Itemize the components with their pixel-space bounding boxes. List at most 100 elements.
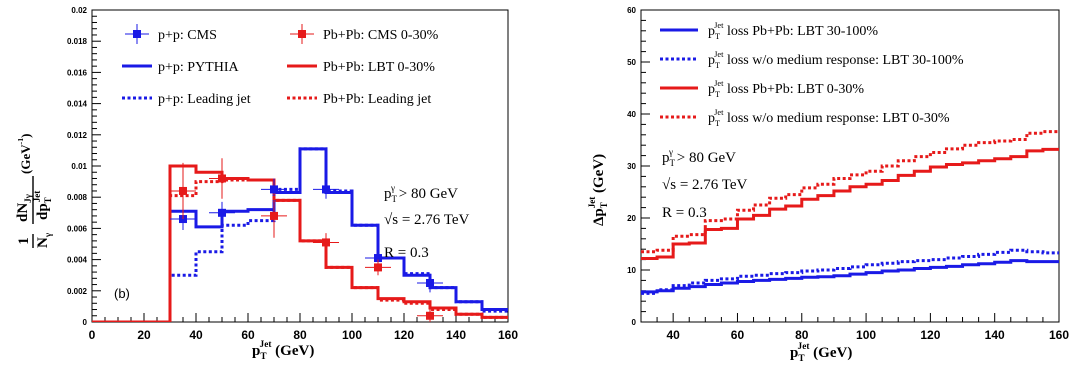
text-span: dN: [15, 203, 31, 222]
x-tick-label: 80: [795, 328, 809, 342]
y-label-num2: dNJγ: [15, 193, 33, 222]
text-span: Jet: [714, 50, 724, 59]
y-tick-label: 0.008: [67, 193, 88, 202]
text-span: Jet: [714, 108, 724, 117]
y-tick-label: 0.004: [67, 256, 88, 265]
x-tick-label: 120: [394, 328, 414, 342]
data-point: [374, 263, 382, 272]
text-span: p: [790, 345, 798, 361]
x-tick-label: 60: [241, 328, 255, 342]
x-tick-label: 20: [137, 328, 151, 342]
text-span: T: [715, 119, 720, 128]
x-tick-label: 100: [342, 328, 362, 342]
series-line: [92, 147, 508, 322]
x-axis-label: pT Jet (GeV): [252, 340, 314, 362]
data-point: [179, 186, 187, 195]
text-span: N: [35, 237, 51, 248]
x-tick-label: 160: [498, 328, 518, 342]
text-span: loss Pb+Pb: LBT 30-100%: [723, 24, 878, 39]
text-span: loss w/o medium response: LBT 30-100%: [723, 53, 963, 68]
y-label-unit: (GeV-1): [16, 134, 33, 174]
y-tick-label: 0.016: [67, 68, 88, 77]
y-tick-label: 50: [627, 58, 636, 67]
y-tick-label: 30: [627, 162, 636, 171]
text-span: Jet: [587, 197, 597, 209]
annotation-cut: pTγ > 80 GeV: [662, 147, 736, 168]
text-span: Jγ: [23, 193, 33, 203]
data-point: [426, 311, 434, 320]
annotation-cut: pTγ > 80 GeV: [384, 183, 458, 204]
text-span: loss w/o medium response: LBT 0-30%: [723, 111, 949, 126]
legend-label: pT Jet loss w/o medium response: LBT 30-1…: [708, 50, 964, 70]
legend-label: pT Jet loss Pb+Pb: LBT 30-100%: [708, 21, 878, 41]
annotation-radius: R = 0.3: [662, 205, 707, 221]
data-point: [426, 279, 434, 287]
y-tick-label: 20: [627, 214, 636, 223]
text-span: (GeV): [271, 343, 314, 359]
text-span: γ: [668, 147, 673, 157]
text-span: p: [662, 150, 670, 166]
x-tick-label: 140: [985, 328, 1005, 342]
annotation-energy: √s = 2.76 TeV: [662, 177, 748, 193]
x-tick-label: 100: [856, 328, 876, 342]
y-tick-label: 40: [627, 110, 636, 119]
text-span: √: [662, 177, 671, 193]
x-tick-label: 0: [89, 328, 96, 342]
legend-label: Pb+Pb: Leading jet: [323, 92, 431, 107]
data-point: [322, 185, 330, 194]
y-tick-label: 0: [83, 318, 88, 327]
text-span: ): [18, 134, 33, 138]
text-span: s = 2.76 TeV: [670, 177, 747, 193]
text-span: Jet: [714, 21, 724, 30]
x-axis-label: pT Jet (GeV): [790, 342, 852, 364]
text-span: > 80 GeV: [673, 150, 736, 166]
text-span: Jet: [260, 340, 273, 350]
text-span: T: [715, 90, 720, 99]
text-span: T: [260, 352, 267, 362]
left-panel-spectrum: 0 20 40 60 80 100 120 140 160 0 0.002 0.004 0.006 0.0…: [15, 6, 518, 362]
series-line: [641, 259, 1059, 294]
text-span: (GeV): [809, 345, 852, 361]
panel-label: (b): [114, 286, 130, 301]
text-span: Jet: [32, 191, 42, 203]
y-axis-label: ΔpTJet (GeV): [587, 154, 609, 226]
text-span: T: [392, 194, 398, 204]
y-tick-label: 0: [632, 318, 637, 327]
text-span: γ: [390, 183, 395, 193]
data-point: [322, 238, 330, 247]
text-span: T: [715, 61, 720, 70]
legend-label: p+p: CMS: [158, 28, 217, 43]
legend-label: p+p: PYTHIA: [158, 60, 240, 75]
text-span: p: [252, 343, 260, 359]
text-span: T: [599, 202, 609, 208]
x-tick-label: 40: [666, 328, 680, 342]
legend-marker: [298, 30, 306, 38]
data-point: [218, 208, 226, 217]
text-span: -1: [16, 138, 25, 145]
y-tick-label: 0.012: [67, 131, 88, 140]
text-span: T: [798, 354, 805, 364]
text-span: p: [708, 111, 715, 126]
text-span: p: [708, 53, 715, 68]
x-tick-label: 60: [731, 328, 745, 342]
legend-marker: [133, 30, 141, 38]
text-span: Jet: [798, 342, 811, 352]
data-point: [374, 254, 382, 263]
series-line: [641, 248, 1059, 295]
data-point: [270, 185, 278, 194]
legend-label: Pb+Pb: LBT 0-30%: [323, 60, 435, 75]
annotation-radius: R = 0.3: [384, 245, 429, 261]
y-label-num: 1: [16, 237, 32, 245]
annotation-energy: √s = 2.76 TeV: [384, 212, 470, 228]
y-tick-label: 0.01: [71, 162, 87, 171]
data-point: [270, 211, 278, 220]
y-tick-label: 0.014: [67, 100, 88, 109]
text-span: Δp: [591, 208, 607, 226]
text-span: (GeV): [591, 154, 607, 197]
text-span: p: [708, 24, 715, 39]
text-span: p: [384, 186, 392, 202]
text-span: γ: [43, 232, 53, 238]
